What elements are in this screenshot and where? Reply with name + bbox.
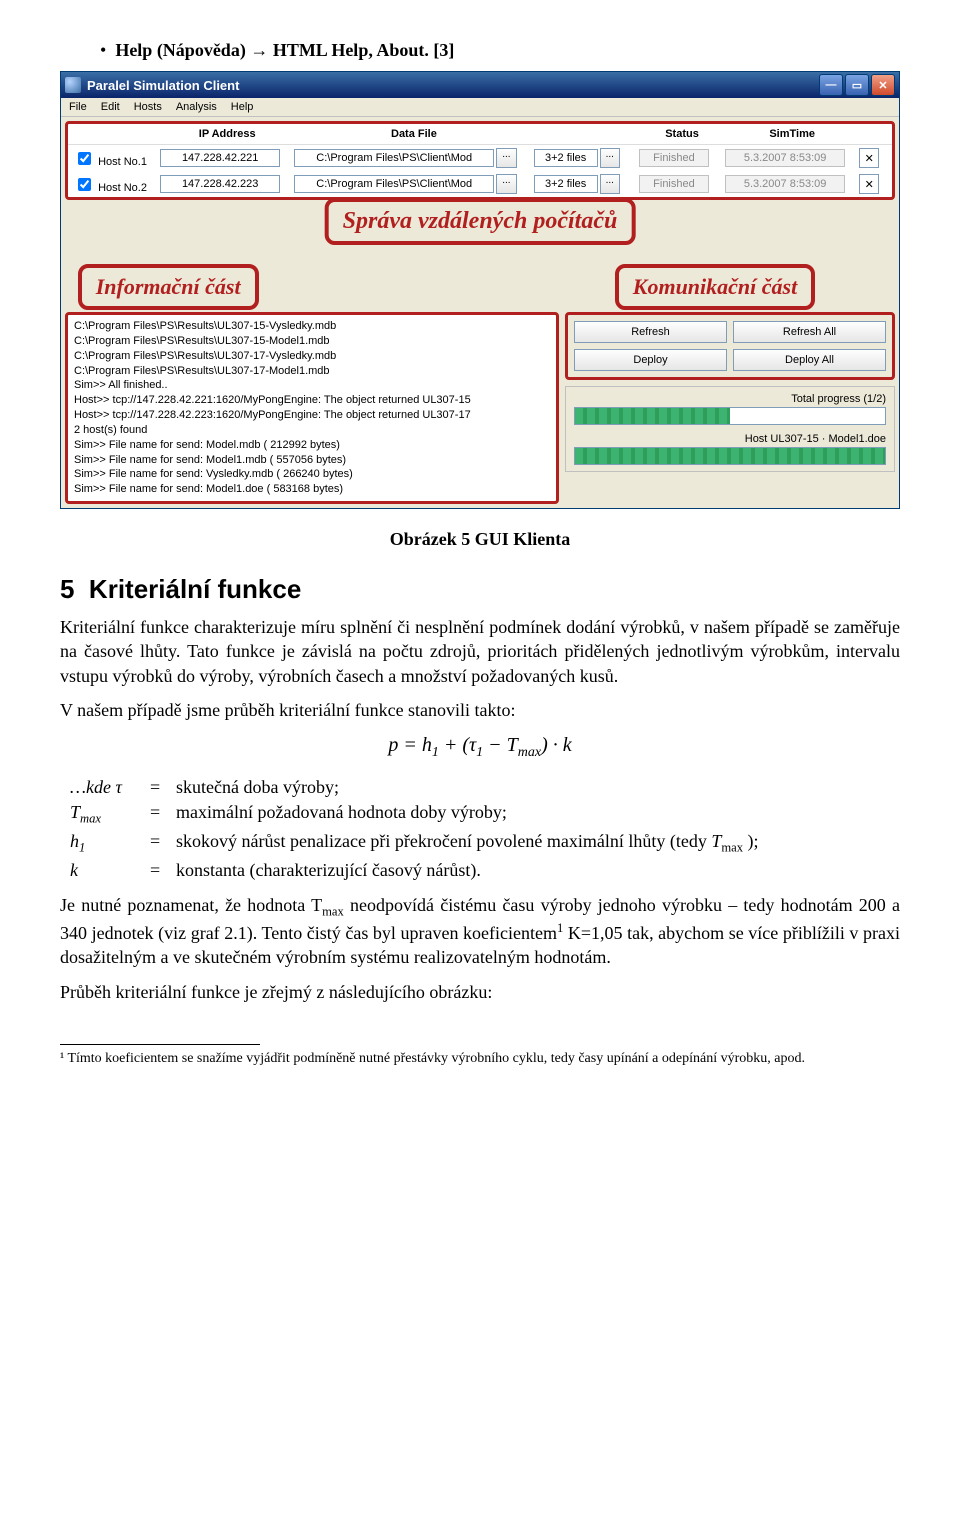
deploy-all-button[interactable]: Deploy All — [733, 349, 886, 371]
status-field: Finished — [639, 175, 709, 193]
def-text: maximální požadovaná hodnota doby výroby… — [176, 802, 900, 827]
hosts-header: IP Address Data File Status SimTime — [68, 124, 892, 145]
total-progress-bar — [574, 407, 886, 425]
section-heading: 5 Kriteriální funkce — [60, 574, 900, 605]
datafile-field[interactable]: C:\Program Files\PS\Client\Mod — [294, 149, 494, 167]
host-name: Host No.2 — [98, 182, 147, 194]
log-line: C:\Program Files\PS\Results\UL307-17-Vys… — [74, 349, 550, 364]
action-buttons: Refresh Refresh All Deploy Deploy All — [565, 312, 895, 380]
bullet-help: • Help (Nápověda) → HTML Help, About. [3… — [100, 40, 900, 61]
simtime-field: 5.3.2007 8:53:09 — [725, 175, 845, 193]
remove-host-button[interactable]: ✕ — [859, 148, 879, 168]
browse-button[interactable]: ... — [496, 174, 516, 194]
col-ip: IP Address — [160, 128, 294, 140]
refresh-all-button[interactable]: Refresh All — [733, 321, 886, 343]
total-progress-fill — [575, 408, 730, 424]
callout-top: Správa vzdálených počítačů — [325, 198, 636, 245]
def-text: skutečná doba výroby; — [176, 777, 900, 798]
paragraph: V našem případě jsme průběh kriteriální … — [60, 698, 900, 722]
datafile-field[interactable]: C:\Program Files\PS\Client\Mod — [294, 175, 494, 193]
close-button[interactable]: ✕ — [871, 74, 895, 96]
log-line: C:\Program Files\PS\Results\UL307-15-Mod… — [74, 334, 550, 349]
minimize-button[interactable]: — — [819, 74, 843, 96]
host-row: Host No.1 147.228.42.221 C:\Program File… — [68, 145, 892, 171]
host-checkbox[interactable] — [78, 178, 91, 191]
ip-field[interactable]: 147.228.42.223 — [160, 175, 280, 193]
log-line: Sim>> File name for send: Vysledky.mdb (… — [74, 467, 550, 482]
callout-left: Informační část — [78, 264, 259, 310]
figure-caption: Obrázek 5 GUI Klienta — [60, 529, 900, 550]
def-row: …kde τ = skutečná doba výroby; — [60, 777, 900, 798]
menubar: File Edit Hosts Analysis Help — [61, 98, 899, 117]
annotation-layer: Správa vzdálených počítačů Informační čá… — [61, 206, 899, 306]
section-number: 5 — [60, 574, 74, 604]
definitions: …kde τ = skutečná doba výroby; Tmax = ma… — [60, 777, 900, 880]
simtime-field: 5.3.2007 8:53:09 — [725, 149, 845, 167]
section-title: Kriteriální funkce — [89, 574, 301, 604]
files-field[interactable]: 3+2 files — [534, 149, 598, 167]
callout-right: Komunikační část — [615, 264, 815, 310]
host-progress-label: Host UL307-15 · Model1.doe — [574, 433, 886, 445]
files-browse-button[interactable]: ... — [600, 148, 620, 168]
window-title: Paralel Simulation Client — [87, 78, 819, 93]
refresh-button[interactable]: Refresh — [574, 321, 727, 343]
bottom-area: C:\Program Files\PS\Results\UL307-15-Vys… — [65, 312, 895, 504]
menu-help[interactable]: Help — [231, 101, 254, 113]
log-line: Sim>> File name for send: Model1.doe ( 5… — [74, 482, 550, 497]
col-datafile: Data File — [294, 128, 533, 140]
menu-file[interactable]: File — [69, 101, 87, 113]
app-window: Paralel Simulation Client — ▭ ✕ File Edi… — [60, 71, 900, 509]
log-line: Host>> tcp://147.228.42.223:1620/MyPongE… — [74, 408, 550, 423]
titlebar: Paralel Simulation Client — ▭ ✕ — [61, 72, 899, 98]
host-name: Host No.1 — [98, 156, 147, 168]
menu-hosts[interactable]: Hosts — [134, 101, 162, 113]
bullet-help-text: Help (Nápověda) → HTML Help, About. [3] — [115, 40, 454, 60]
formula: p = h1 + (τ1 − Tmax) · k — [60, 734, 900, 761]
remove-host-button[interactable]: ✕ — [859, 174, 879, 194]
host-progress-bar — [574, 447, 886, 465]
log-line: Sim>> File name for send: Model1.mdb ( 5… — [74, 453, 550, 468]
status-field: Finished — [639, 149, 709, 167]
log-line: Sim>> All finished.. — [74, 378, 550, 393]
def-row: k = konstanta (charakterizující časový n… — [60, 860, 900, 881]
deploy-button[interactable]: Deploy — [574, 349, 727, 371]
def-row: h1 = skokový nárůst penalizace při překr… — [60, 831, 900, 856]
total-progress-label: Total progress (1/2) — [574, 393, 886, 405]
footnote: ¹ Tímto koeficientem se snažíme vyjádřit… — [60, 1051, 900, 1067]
log-box: C:\Program Files\PS\Results\UL307-15-Vys… — [65, 312, 559, 504]
host-checkbox[interactable] — [78, 152, 91, 165]
menu-edit[interactable]: Edit — [101, 101, 120, 113]
log-line: 2 host(s) found — [74, 423, 550, 438]
host-row: Host No.2 147.228.42.223 C:\Program File… — [68, 171, 892, 197]
def-text: skokový nárůst penalizace při překročení… — [176, 831, 900, 856]
ip-field[interactable]: 147.228.42.221 — [160, 149, 280, 167]
host-progress-fill — [575, 448, 885, 464]
files-field[interactable]: 3+2 files — [534, 175, 598, 193]
footnote-rule — [60, 1044, 260, 1045]
hosts-panel: IP Address Data File Status SimTime Host… — [65, 121, 895, 200]
browse-button[interactable]: ... — [496, 148, 516, 168]
paragraph: Kriteriální funkce charakterizuje míru s… — [60, 615, 900, 688]
def-text: konstanta (charakterizující časový nárůs… — [176, 860, 900, 881]
col-status: Status — [639, 128, 725, 140]
log-line: C:\Program Files\PS\Results\UL307-17-Mod… — [74, 364, 550, 379]
log-line: Host>> tcp://147.228.42.221:1620/MyPongE… — [74, 393, 550, 408]
files-browse-button[interactable]: ... — [600, 174, 620, 194]
defs-lead: …kde — [70, 777, 111, 797]
def-row: Tmax = maximální požadovaná hodnota doby… — [60, 802, 900, 827]
log-line: C:\Program Files\PS\Results\UL307-15-Vys… — [74, 319, 550, 334]
progress-area: Total progress (1/2) Host UL307-15 · Mod… — [565, 386, 895, 472]
menu-analysis[interactable]: Analysis — [176, 101, 217, 113]
paragraph: Průběh kriteriální funkce je zřejmý z ná… — [60, 980, 900, 1004]
maximize-button[interactable]: ▭ — [845, 74, 869, 96]
log-line: Sim>> File name for send: Model.mdb ( 21… — [74, 438, 550, 453]
paragraph: Je nutné poznamenat, že hodnota Tmax neo… — [60, 893, 900, 970]
col-simtime: SimTime — [725, 128, 859, 140]
app-icon — [65, 77, 81, 93]
